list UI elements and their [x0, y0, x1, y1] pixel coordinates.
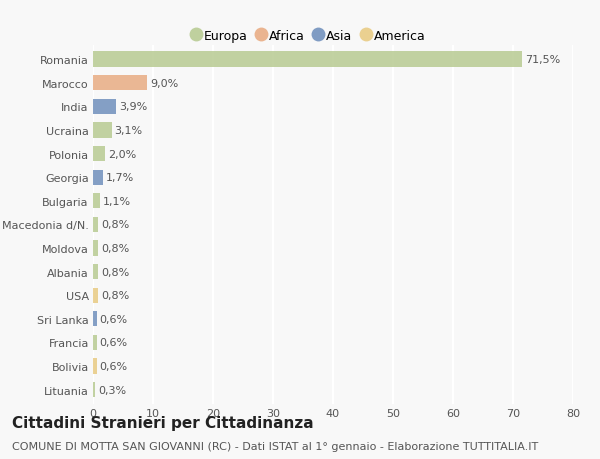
Text: 71,5%: 71,5%	[525, 55, 560, 65]
Text: 1,7%: 1,7%	[106, 173, 134, 183]
Text: 0,8%: 0,8%	[101, 243, 129, 253]
Text: 0,8%: 0,8%	[101, 267, 129, 277]
Text: 3,1%: 3,1%	[115, 126, 143, 136]
Text: 9,0%: 9,0%	[150, 78, 178, 89]
Bar	[93, 194, 100, 209]
Bar	[93, 241, 98, 256]
Text: 3,9%: 3,9%	[119, 102, 148, 112]
Bar	[93, 312, 97, 327]
Bar	[93, 146, 105, 162]
Bar	[93, 288, 98, 303]
Text: 2,0%: 2,0%	[108, 149, 136, 159]
Text: 0,8%: 0,8%	[101, 291, 129, 301]
Bar	[93, 123, 112, 138]
Text: COMUNE DI MOTTA SAN GIOVANNI (RC) - Dati ISTAT al 1° gennaio - Elaborazione TUTT: COMUNE DI MOTTA SAN GIOVANNI (RC) - Dati…	[12, 441, 538, 451]
Bar	[93, 335, 97, 350]
Text: Cittadini Stranieri per Cittadinanza: Cittadini Stranieri per Cittadinanza	[12, 415, 314, 431]
Bar	[93, 217, 98, 233]
Text: 0,3%: 0,3%	[98, 385, 126, 395]
Text: 0,8%: 0,8%	[101, 220, 129, 230]
Text: 0,6%: 0,6%	[100, 338, 128, 347]
Bar	[93, 76, 147, 91]
Text: 0,6%: 0,6%	[100, 361, 128, 371]
Bar	[93, 358, 97, 374]
Bar	[93, 52, 522, 67]
Bar	[93, 100, 116, 115]
Legend: Europa, Africa, Asia, America: Europa, Africa, Asia, America	[188, 25, 430, 48]
Text: 1,1%: 1,1%	[103, 196, 131, 207]
Bar	[93, 382, 95, 397]
Bar	[93, 264, 98, 280]
Bar	[93, 170, 103, 185]
Text: 0,6%: 0,6%	[100, 314, 128, 324]
